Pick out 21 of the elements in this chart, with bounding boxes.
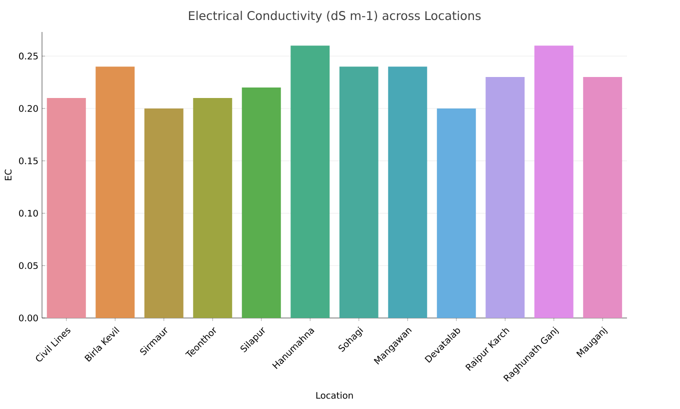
y-tick-label: 0.15 — [19, 157, 38, 164]
bar — [242, 88, 281, 318]
bar — [339, 66, 378, 318]
bar — [388, 66, 428, 318]
bar — [290, 46, 330, 318]
bar — [534, 46, 574, 318]
y-tick-label: 0.25 — [19, 52, 38, 60]
y-tick-label: 0.00 — [19, 314, 38, 322]
bar — [436, 108, 476, 318]
y-axis-title: EC — [4, 169, 12, 180]
y-tick-label: 0.20 — [19, 105, 38, 112]
y-tick-label: 0.10 — [19, 210, 38, 217]
y-tick-label: 0.05 — [19, 262, 38, 270]
bar — [144, 108, 184, 318]
bar — [46, 98, 86, 318]
bar — [486, 77, 525, 318]
bar — [96, 66, 135, 318]
bar — [583, 77, 622, 318]
chart-title: Electrical Conductivity (dS m-1) across Locations — [188, 10, 481, 22]
x-axis-title: Location — [316, 392, 353, 399]
bar — [193, 98, 232, 318]
